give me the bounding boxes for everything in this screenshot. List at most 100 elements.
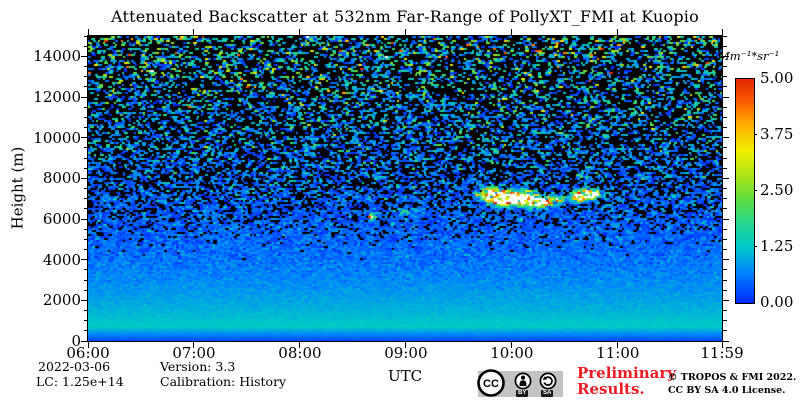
y-tick-label: 14000 [33, 47, 81, 66]
axis-tick-mark [83, 76, 87, 78]
axis-tick-mark [723, 208, 727, 210]
axis-tick-mark [81, 340, 87, 342]
cc-logo-icon: CC [477, 369, 505, 397]
axis-tick-mark [723, 45, 727, 47]
axis-tick-mark [81, 218, 87, 220]
axis-tick-mark [723, 157, 727, 159]
axis-tick-mark [723, 310, 727, 311]
axis-tick-mark [511, 29, 513, 35]
axis-tick-mark [617, 342, 619, 348]
axis-tick-mark [723, 106, 727, 108]
axis-tick-mark [723, 340, 729, 342]
axis-tick-mark [83, 228, 87, 230]
x-tick-label: 07:00 [172, 344, 216, 362]
axis-tick-mark [87, 342, 89, 348]
y-tick-label: 0 [71, 332, 81, 350]
calibration-label: Calibration: History [160, 374, 287, 389]
axis-tick-mark [723, 127, 727, 128]
axis-tick-mark [723, 269, 727, 271]
axis-tick-mark [83, 106, 87, 108]
axis-tick-mark [83, 310, 87, 311]
y-tick-label: 4000 [42, 250, 81, 269]
axis-tick-mark [723, 289, 727, 291]
axis-tick-mark [193, 342, 195, 348]
axis-tick-mark [723, 147, 727, 149]
axis-tick-mark [83, 116, 87, 118]
axis-tick-mark [723, 259, 729, 261]
axis-tick-mark [723, 177, 729, 179]
axis-tick-mark [83, 320, 87, 322]
axis-tick-mark [723, 198, 727, 200]
axis-tick-mark [723, 188, 727, 189]
axis-tick-mark [723, 35, 727, 37]
axis-tick-mark [87, 29, 89, 35]
axis-tick-mark [754, 245, 757, 247]
y-tick-label: 12000 [33, 88, 81, 106]
axis-tick-mark [299, 342, 301, 348]
axis-tick-mark [723, 299, 729, 301]
axis-tick-mark [754, 133, 757, 135]
axis-tick-mark [723, 55, 729, 57]
axis-tick-mark [81, 55, 87, 57]
colorbar-tick-label: 3.75 [760, 125, 794, 143]
axis-tick-mark [83, 157, 87, 159]
y-tick-label: 6000 [42, 210, 81, 228]
axis-tick-mark [83, 279, 87, 281]
preliminary-results-line1: Preliminary [577, 364, 676, 382]
axis-tick-mark [723, 320, 727, 322]
axis-tick-mark [511, 342, 513, 348]
axis-tick-mark [83, 127, 87, 128]
axis-tick-mark [193, 29, 195, 35]
cc-by-icon [514, 372, 532, 390]
x-axis-label: UTC [387, 367, 423, 385]
preliminary-results-line2: Results. [577, 380, 645, 398]
axis-tick-mark [83, 167, 87, 169]
axis-tick-mark [723, 86, 727, 88]
axis-tick-mark [721, 29, 723, 35]
axis-tick-mark [83, 269, 87, 271]
version-label: Version: 3.3 [160, 359, 236, 374]
axis-tick-mark [723, 249, 727, 250]
axis-tick-mark [723, 96, 729, 98]
chart-title: Attenuated Backscatter at 532nm Far-Rang… [111, 7, 699, 26]
axis-tick-mark [405, 342, 407, 348]
y-tick-label: 8000 [42, 169, 81, 188]
axis-tick-mark [83, 66, 87, 67]
copyright-line2: CC BY SA 4.0 License. [668, 385, 786, 396]
colorbar-tick-label: 2.50 [760, 181, 794, 199]
y-tick-label: 2000 [42, 291, 81, 310]
colorbar-tick-label: 5.00 [760, 69, 794, 87]
axis-tick-mark [83, 238, 87, 240]
cc-by-label: BY [516, 390, 529, 397]
axis-tick-mark [723, 330, 727, 332]
cc-sa-label: SA [541, 390, 554, 397]
lidar-constant: LC: 1.25e+14 [36, 374, 124, 389]
x-tick-label: 08:00 [278, 344, 322, 362]
axis-tick-mark [754, 189, 757, 191]
svg-text:CC: CC [483, 378, 499, 390]
axis-tick-mark [723, 238, 727, 240]
colorbar-unit-label: Mm⁻¹*sr⁻¹ [718, 49, 780, 63]
axis-tick-mark [81, 137, 87, 139]
colorbar-tick-label: 1.25 [760, 237, 794, 255]
axis-tick-mark [723, 228, 727, 230]
axis-tick-mark [83, 86, 87, 88]
axis-tick-mark [83, 45, 87, 47]
axis-tick-mark [721, 342, 723, 348]
axis-tick-mark [723, 279, 727, 281]
axis-tick-mark [83, 289, 87, 291]
axis-tick-mark [405, 29, 407, 35]
heatmap-canvas [88, 36, 722, 341]
axis-tick-mark [83, 249, 87, 250]
cc-sa-icon [539, 372, 557, 390]
x-tick-label: 11:59 [700, 344, 744, 362]
colorbar [735, 78, 755, 304]
x-tick-label: 10:00 [490, 344, 534, 362]
colorbar-tick-label: 0.00 [760, 293, 794, 311]
copyright-line1: © TROPOS & FMI 2022. [668, 372, 797, 383]
axis-tick-mark [81, 299, 87, 301]
axis-tick-mark [83, 188, 87, 189]
axis-tick-mark [83, 147, 87, 149]
cc-license-badge: CC BY SA [477, 369, 563, 397]
